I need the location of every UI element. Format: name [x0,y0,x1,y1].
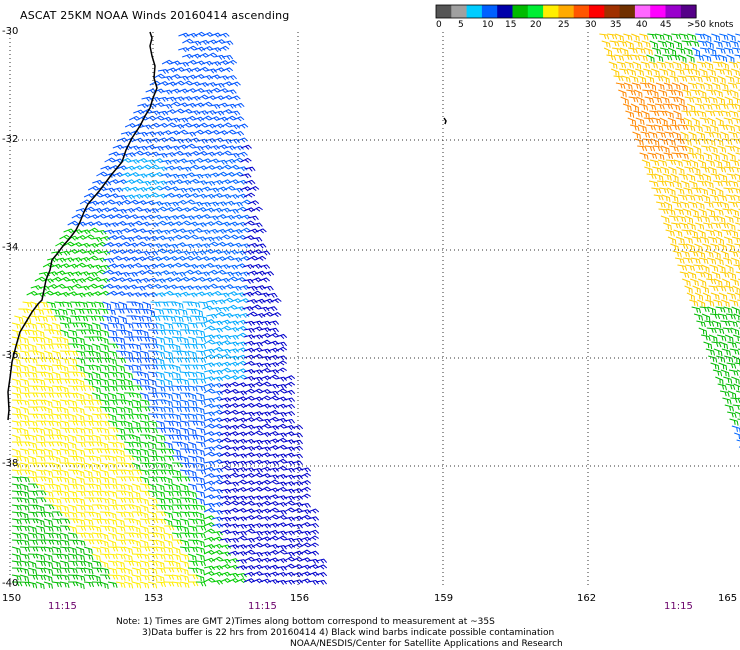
color-scale-swatch [680,5,697,18]
lon-label: 156 [290,593,310,604]
time-label: 11:15 [664,601,693,612]
lon-label: 165 [718,593,738,604]
note-line-3: NOAA/NESDIS/Center for Satellite Applica… [290,639,563,649]
time-label: 11:15 [248,601,277,612]
lat-label: -36 [2,350,19,361]
lon-label: 150 [2,593,22,604]
scale-tick-label: 25 [558,20,570,30]
lat-label: -34 [2,242,19,253]
wind-barbs [11,31,740,590]
scale-tick-label: 0 [436,20,442,30]
color-scale-swatch [665,5,682,18]
color-scale-swatch [604,5,621,18]
scale-tick-label: 40 [636,20,648,30]
color-scale-swatch [589,5,605,18]
scale-tick-label: 20 [530,20,542,30]
color-scale-swatch [650,5,666,18]
lon-label: 159 [434,593,454,604]
color-scale-swatch [512,5,529,18]
color-scale-swatch [558,5,575,18]
lat-label: -38 [2,458,19,469]
scale-tick-label: 35 [610,20,622,30]
color-scale-swatch [497,5,513,18]
map-title: ASCAT 25KM NOAA Winds 20160414 ascending [20,9,290,22]
color-scale-swatch [543,5,559,18]
scale-tick-label: 10 [482,20,494,30]
island [443,117,447,125]
color-scale-swatch [634,5,651,18]
note-line-1: Note: 1) Times are GMT 2)Times along bot… [116,617,495,627]
lat-label: -30 [2,26,19,37]
scale-tick-label: 15 [505,20,517,30]
color-scale-swatch [451,5,468,18]
note-line-2: 3)Data buffer is 22 hrs from 20160414 4)… [142,628,555,638]
lon-label: 162 [577,593,597,604]
color-scale-swatch [619,5,636,18]
color-scale-swatch [466,5,483,18]
time-label: 11:15 [48,601,77,612]
scale-tick-label: 30 [585,20,597,30]
lon-label: 153 [144,593,164,604]
scale-tick-label: 5 [458,20,464,30]
units-label: >50 knots [687,20,734,30]
lat-label: -40 [2,578,19,589]
grid-lines [9,30,740,588]
color-scale-swatch [573,5,590,18]
scale-tick-label: 45 [660,20,672,30]
coastline [7,31,158,421]
color-scale-swatch [436,5,452,18]
color-scale-bar [435,4,697,19]
color-scale-swatch [527,5,544,18]
lat-label: -32 [2,134,19,145]
color-scale-swatch [481,5,498,18]
